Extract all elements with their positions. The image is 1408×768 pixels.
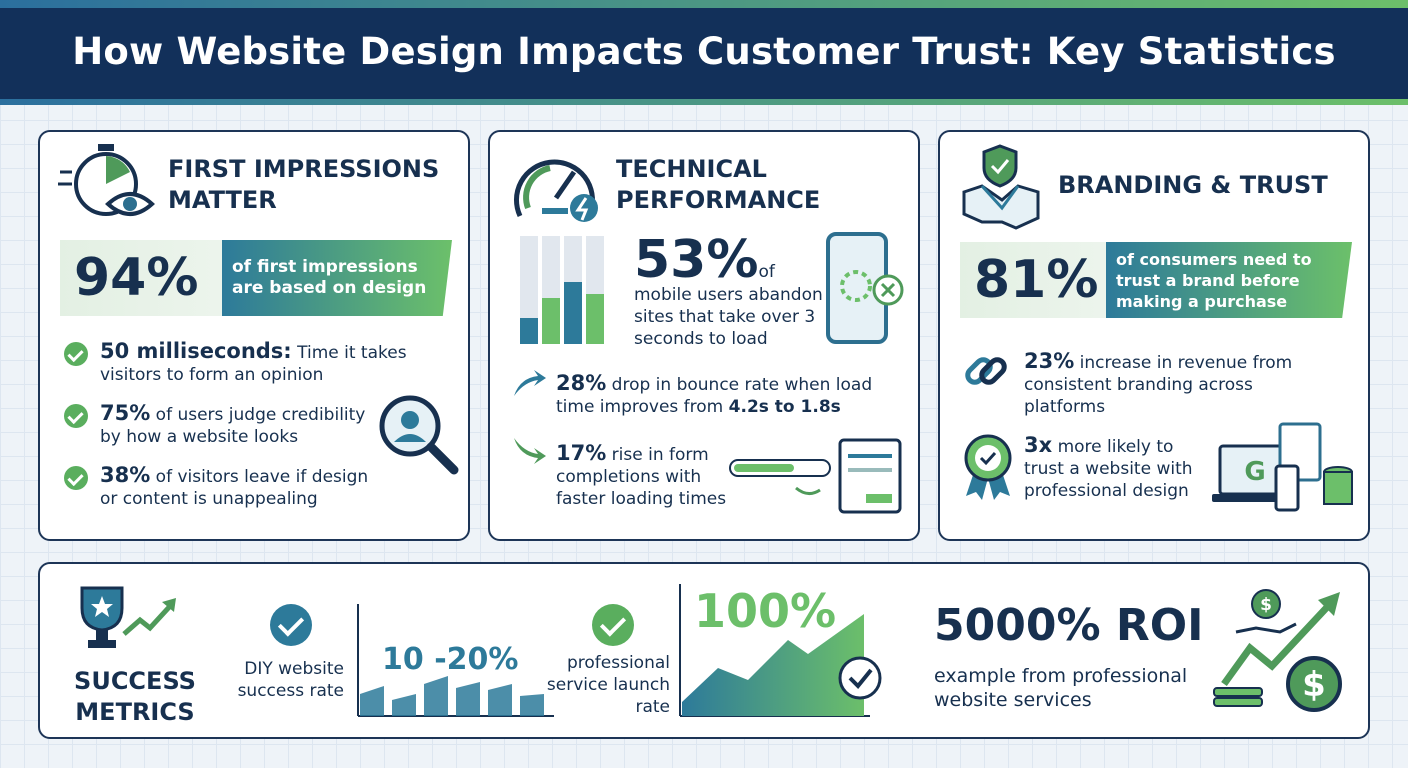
panel: TECHNICAL PERFORMANCE 53%of mobile users… xyxy=(488,130,920,541)
phone-icon xyxy=(826,232,904,344)
svg-text:$: $ xyxy=(1302,665,1326,705)
highlight-value: 94% xyxy=(60,240,254,316)
highlight: 81% of consumers need to trust a brand b… xyxy=(960,242,1352,318)
metric-label: DIY website success rate xyxy=(237,659,344,701)
devices-icon: G xyxy=(1212,422,1353,512)
form-icon xyxy=(729,438,902,514)
roi-value: 5000% ROI xyxy=(934,600,1204,651)
gauge-icon xyxy=(513,159,598,222)
panel: FIRST IMPRESSIONS MATTER 94% of first im… xyxy=(38,130,470,541)
stat-text: more likely to trust a website with prof… xyxy=(1024,437,1193,501)
stat-item: 23% increase in revenue from consistent … xyxy=(1024,350,1324,418)
link-icon xyxy=(965,357,1007,385)
stat-item: 28% drop in bounce rate when load time i… xyxy=(556,372,886,418)
stat-text: drop in bounce rate when load time impro… xyxy=(556,375,873,417)
highlight-value: 81% xyxy=(960,242,1134,318)
stat-text: Time it takes visitors to form an opinio… xyxy=(100,343,407,385)
stat-value: 50 milliseconds: xyxy=(100,339,292,363)
stat-text: rise in form completions with faster loa… xyxy=(556,445,727,509)
stat-text: increase in revenue from consistent bran… xyxy=(1024,353,1293,417)
stat-item: 75% of users judge credibility by how a … xyxy=(100,402,380,448)
highlight-text: mobile users abandon sites that take ove… xyxy=(634,285,823,349)
badge-icon xyxy=(964,434,1012,500)
check-icon xyxy=(592,604,634,646)
highlight-number: 53% xyxy=(634,230,759,290)
check-icon xyxy=(64,342,88,366)
money-icon: $ $ xyxy=(1213,589,1342,712)
stopwatch-icon xyxy=(58,144,155,216)
highlight-text: of consumers need to trust a brand befor… xyxy=(1106,242,1352,318)
stat-item: 17% rise in form completions with faster… xyxy=(556,442,736,510)
roi-label: example from professional website servic… xyxy=(934,665,1188,711)
metric-value: 10 -20% xyxy=(382,642,519,677)
metric-value: 100% xyxy=(694,584,837,638)
page-title: How Website Design Impacts Customer Trus… xyxy=(72,30,1336,73)
diy-chart-icon xyxy=(357,604,554,717)
handshake-icon xyxy=(962,144,1040,230)
stat-item: 50 milliseconds: Time it takes visitors … xyxy=(100,340,420,386)
stat-value: 28% xyxy=(556,371,607,395)
search-icon xyxy=(379,395,459,475)
highlight-text: of first impressions are based on design xyxy=(222,240,452,316)
trophy-icon xyxy=(80,586,176,648)
check-icon xyxy=(270,604,312,646)
stat-value: 75% xyxy=(100,401,151,425)
arrow-icon xyxy=(514,370,546,396)
stat-item: 3x more likely to trust a website with p… xyxy=(1024,434,1214,502)
highlight-connector: of xyxy=(758,262,775,282)
svg-text:G: G xyxy=(1244,457,1265,487)
highlight-value: 53%of xyxy=(634,230,775,302)
header-stripe xyxy=(0,99,1408,105)
stat-emphasis: 4.2s to 1.8s xyxy=(728,397,841,417)
panel: BRANDING & TRUST 81% of consumers need t… xyxy=(938,130,1370,541)
header: How Website Design Impacts Customer Trus… xyxy=(0,0,1408,105)
panel-title: BRANDING & TRUST xyxy=(1058,171,1328,199)
stat-value: 3x xyxy=(1024,433,1053,457)
header-stripe xyxy=(0,0,1408,8)
highlight: 94% of first impressions are based on de… xyxy=(60,240,452,316)
bars-icon xyxy=(520,236,604,344)
stat-value: 17% xyxy=(556,441,607,465)
stat-value: 38% xyxy=(100,463,151,487)
professional-chart-icon xyxy=(679,584,882,717)
metric-label: professional service launch rate xyxy=(546,653,670,717)
stat-item: 38% of visitors leave if design or conte… xyxy=(100,464,390,510)
metrics-title: SUCCESS METRICS xyxy=(74,667,196,726)
stat-text: of visitors leave if design or content i… xyxy=(100,467,369,509)
metrics-panel: SUCCESS METRICS DIY website success rate… xyxy=(38,562,1370,739)
check-icon xyxy=(64,404,88,428)
svg-text:$: $ xyxy=(1260,595,1272,615)
check-icon xyxy=(64,466,88,490)
panel-title: TECHNICAL PERFORMANCE xyxy=(616,155,821,214)
arrow-icon xyxy=(514,438,546,464)
panel-title: FIRST IMPRESSIONS MATTER xyxy=(168,155,440,214)
stat-value: 23% xyxy=(1024,349,1075,373)
stat-text: of users judge credibility by how a webs… xyxy=(100,405,366,447)
